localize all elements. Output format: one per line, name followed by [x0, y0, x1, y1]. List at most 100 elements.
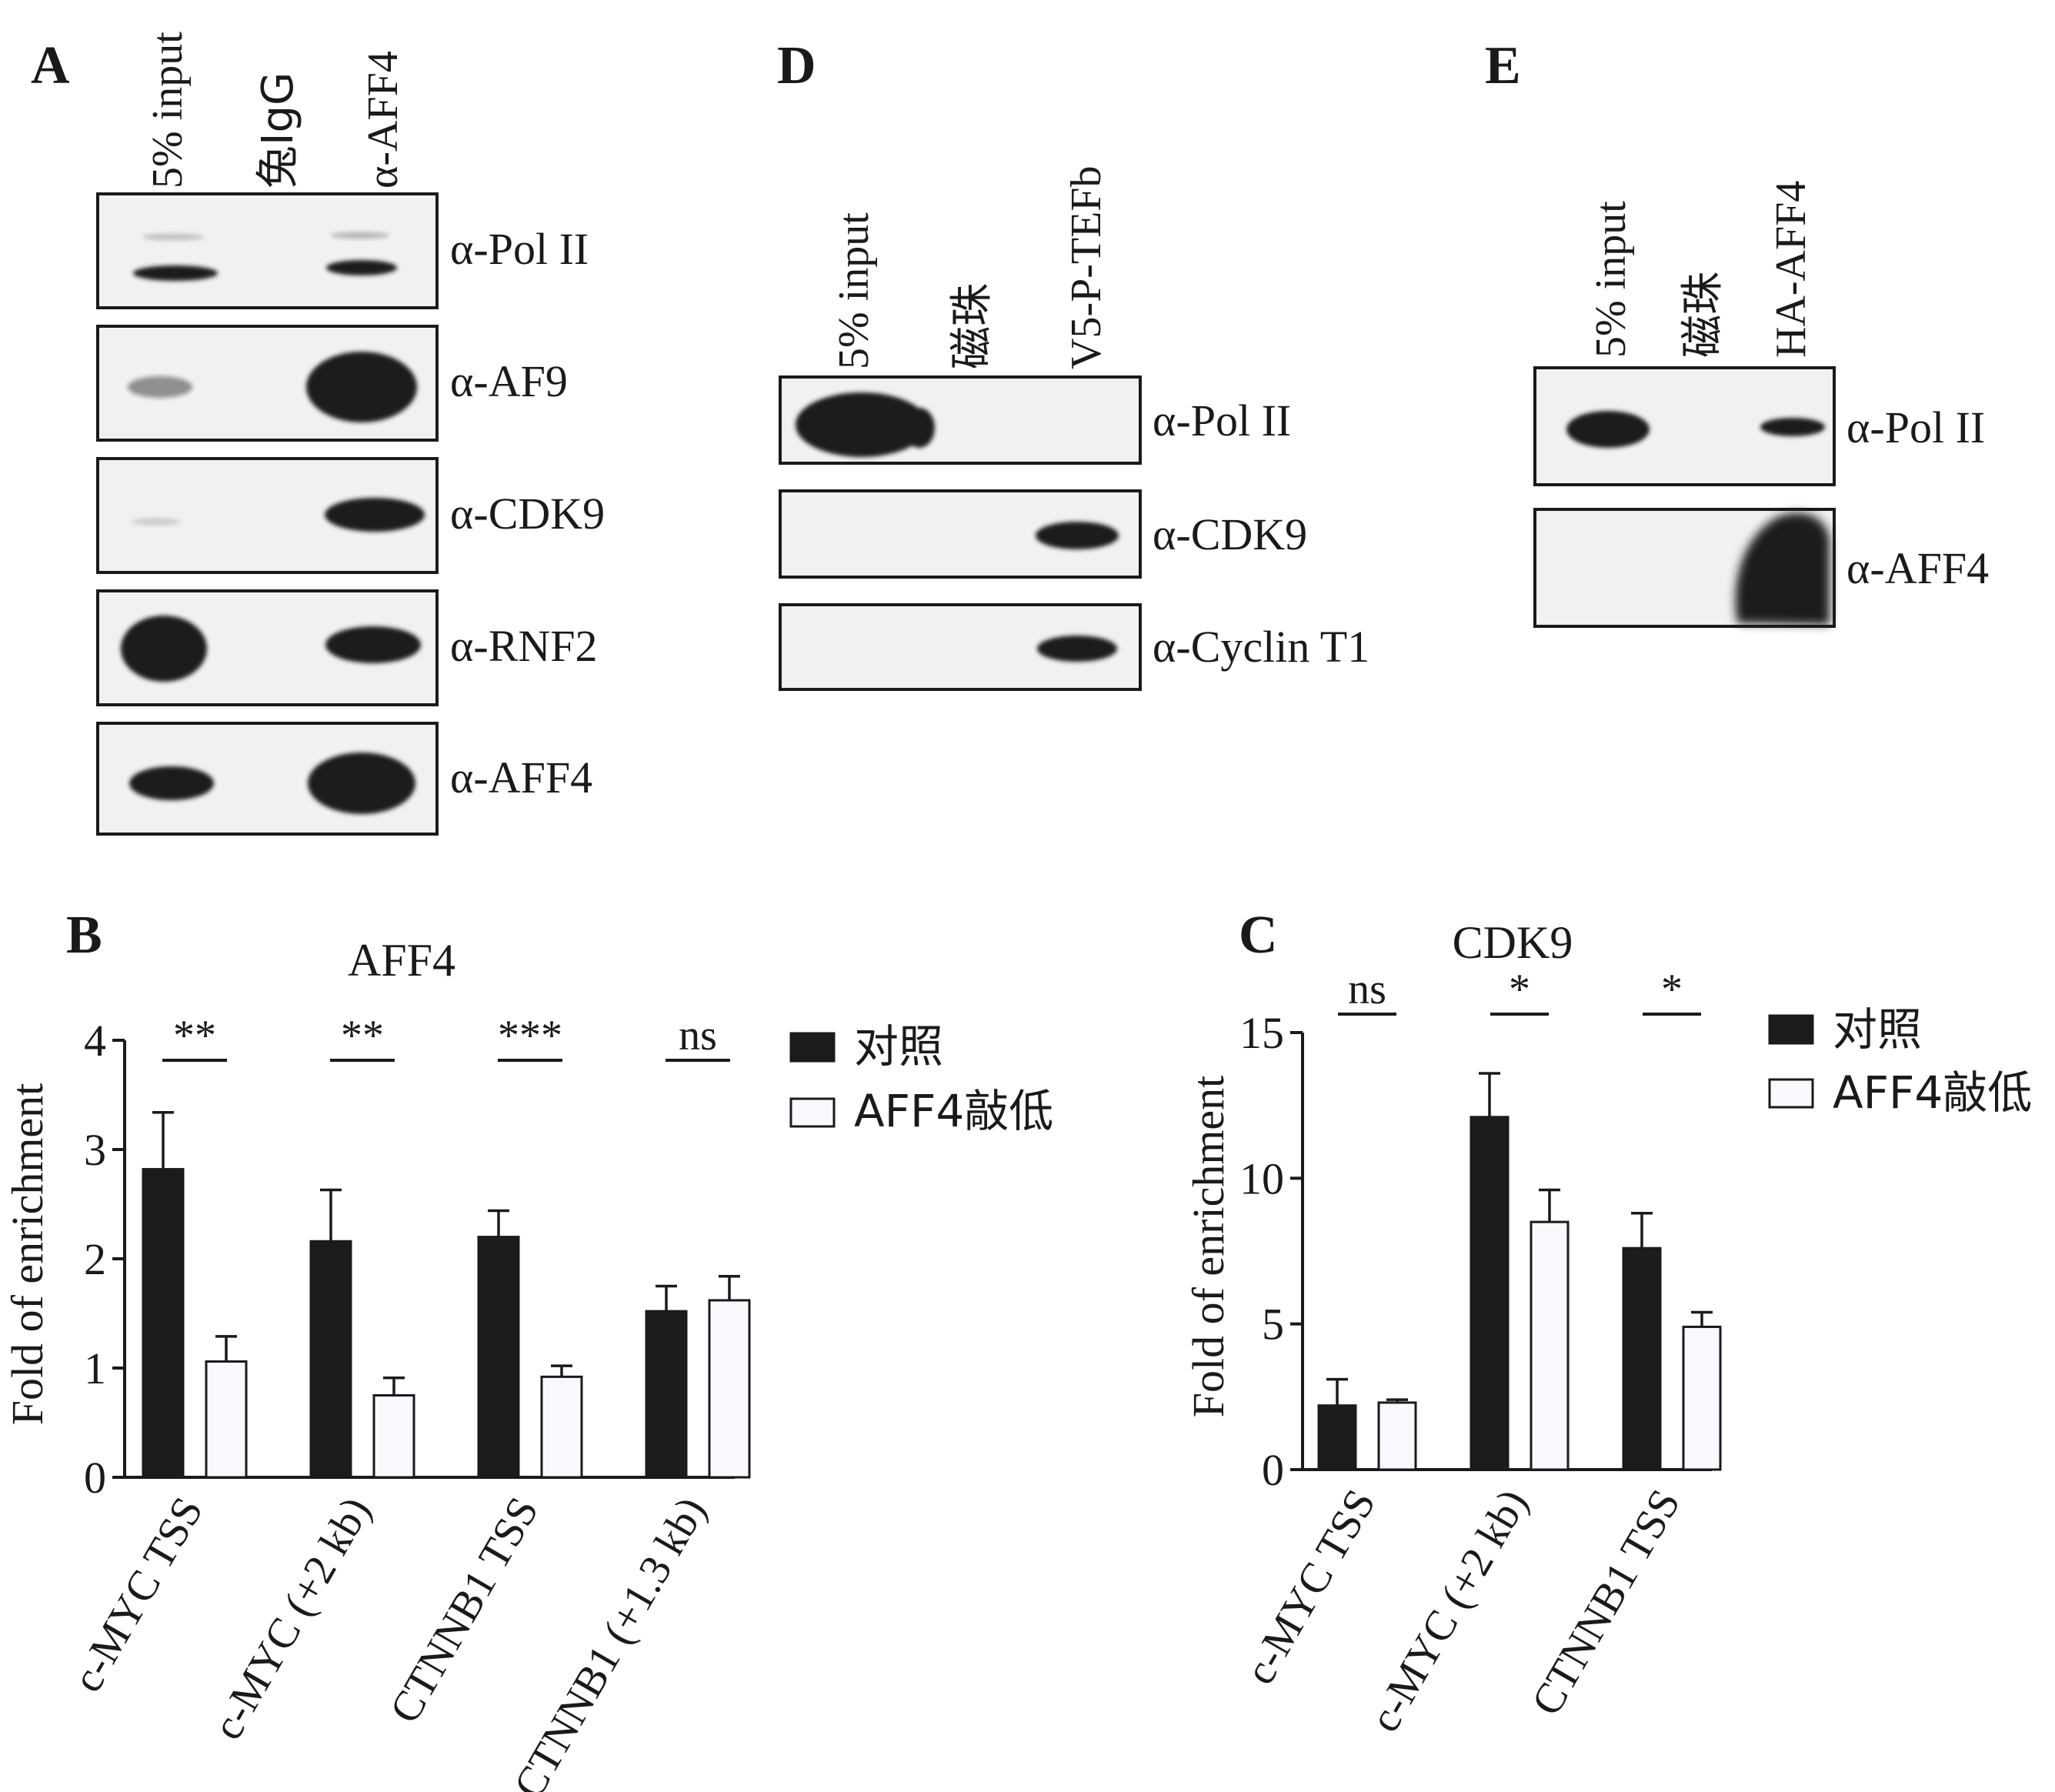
panel-d-lane-2: 磁珠	[947, 283, 997, 369]
band	[1036, 522, 1119, 549]
band	[128, 376, 192, 398]
panel-a: A 5% input 兔IgG α-AFF4 α-Pol II α-AF9 α-…	[31, 32, 605, 836]
y-tick-label: 1	[84, 1343, 106, 1393]
legend-label-control: 对照	[854, 1020, 943, 1073]
panel-a-ab-4: α-RNF2	[450, 621, 598, 671]
band	[121, 616, 207, 682]
panel-d-ab-2: α-CDK9	[1153, 509, 1307, 559]
legend-b: 对照 AFF4敲低	[789, 1020, 1053, 1137]
bar-knockdown	[540, 1375, 583, 1479]
band	[129, 766, 214, 800]
chart-b-title: AFF4	[348, 935, 455, 986]
panel-c-letter: C	[1239, 906, 1278, 965]
legend-swatch-control	[789, 1032, 836, 1063]
bar-knockdown	[1377, 1401, 1417, 1471]
band	[326, 260, 397, 275]
y-tick-label: 0	[84, 1453, 106, 1503]
bar-knockdown	[708, 1299, 751, 1479]
bar-control	[142, 1168, 185, 1479]
band-group	[1036, 522, 1119, 549]
x-category-label: c-MYC (+2 kb)	[204, 1490, 381, 1748]
band	[796, 392, 928, 457]
band-group	[133, 232, 397, 281]
panel-a-ab-5: α-AFF4	[450, 753, 592, 803]
blot-a-pol2	[96, 192, 439, 309]
significance-label: ns	[679, 1012, 717, 1060]
x-category-label: c-MYC TSS	[63, 1490, 212, 1700]
band	[331, 232, 389, 239]
panel-a-lane-2: 兔IgG	[253, 72, 303, 189]
significance-label: ***	[498, 1012, 562, 1060]
band	[1566, 411, 1650, 448]
panel-e-lane-2: 磁珠	[1678, 272, 1728, 358]
band	[132, 518, 181, 526]
panel-e-ab-2: α-AFF4	[1846, 543, 1989, 593]
bar-control	[1622, 1246, 1662, 1471]
band	[308, 753, 415, 814]
panel-a-letter: A	[31, 36, 70, 95]
significance-label: *	[1509, 966, 1530, 1013]
band	[1037, 636, 1117, 662]
band-group	[121, 616, 421, 682]
band	[904, 408, 935, 448]
band	[306, 352, 417, 422]
chart-c-ylabel: Fold of enrichment	[1183, 1076, 1233, 1418]
y-tick-label: 0	[1262, 1445, 1284, 1495]
band-group	[1566, 411, 1825, 448]
y-tick-label: 4	[84, 1016, 106, 1066]
x-category-label: CTNNB1 TSS	[1523, 1482, 1690, 1724]
bar-control	[477, 1236, 520, 1479]
legend-label-knockdown: AFF4敲低	[1833, 1066, 2032, 1119]
significance-label: **	[341, 1012, 384, 1060]
panel-d-ab-1: α-Pol II	[1153, 395, 1291, 445]
band	[133, 265, 218, 281]
significance-label: *	[1661, 966, 1683, 1013]
panel-d-letter: D	[777, 36, 816, 95]
bar-control	[309, 1240, 352, 1479]
band	[142, 234, 204, 240]
y-tick-label: 15	[1239, 1008, 1284, 1058]
band	[1760, 418, 1825, 436]
panel-a-ab-3: α-CDK9	[450, 489, 605, 539]
legend-label-knockdown: AFF4敲低	[854, 1085, 1053, 1137]
panel-a-lane-3: α-AFF4	[359, 51, 407, 189]
band	[325, 498, 425, 532]
significance-label: **	[173, 1012, 216, 1060]
y-tick-label: 3	[84, 1125, 106, 1175]
bar-knockdown	[1530, 1220, 1570, 1471]
panel-e-ab-1: α-Pol II	[1846, 402, 1985, 452]
panel-b-letter: B	[66, 906, 102, 965]
panel-a-lane-1: 5% input	[144, 32, 192, 189]
bar-control	[1317, 1404, 1357, 1471]
x-category-label: CTNNB1 TSS	[381, 1490, 548, 1731]
panel-d-lane-3: V5-P-TEFb	[1063, 166, 1110, 369]
x-category-label: c-MYC (+2 kb)	[1361, 1482, 1538, 1740]
panel-d: D 5% input 磁珠 V5-P-TEFb α-Pol II α-CDK9 …	[777, 36, 1369, 691]
band-group	[796, 392, 935, 457]
bar-control	[645, 1310, 688, 1479]
significance-label: ns	[1348, 966, 1386, 1013]
band	[1735, 512, 1830, 625]
y-tick-label: 5	[1262, 1300, 1284, 1350]
panel-e: E 5% input 磁珠 HA-AFF4 α-Pol II α-AFF4	[1485, 36, 1989, 628]
legend-label-control: 对照	[1833, 1003, 1922, 1056]
y-tick-label: 2	[84, 1234, 106, 1284]
panel-e-lane-1: 5% input	[1587, 201, 1635, 358]
band-group	[129, 753, 415, 814]
chart-b: 0 1 2 3 4 c-MYC TSS ** c-MYC (+2 kb) ** CTNNB1 TS…	[63, 1012, 751, 1792]
legend-swatch-knockdown	[789, 1097, 836, 1128]
panel-b: B AFF4 Fold of enrichment 0 1 2 3 4 c-MYC TSS…	[2, 906, 1053, 1792]
x-category-label: CTNNB1 (+1.3 kb)	[505, 1490, 716, 1792]
chart-b-ylabel: Fold of enrichment	[2, 1083, 52, 1426]
panel-c: C CDK9 Fold of enrichment 0 5 10 15 c-MYC TS…	[1183, 906, 2032, 1740]
bar-knockdown	[1682, 1325, 1722, 1471]
panel-a-ab-2: α-AF9	[450, 356, 568, 406]
panel-e-letter: E	[1485, 36, 1521, 95]
panel-d-lane-1: 5% input	[830, 212, 878, 369]
x-category-label: c-MYC TSS	[1236, 1482, 1385, 1693]
band-group	[128, 352, 417, 422]
band-group	[1735, 512, 1830, 625]
chart-c: 0 5 10 15 c-MYC TSS ns c-MYC (+2 kb) * CTNNB1 TS…	[1236, 966, 1722, 1740]
bar-knockdown	[372, 1394, 415, 1479]
